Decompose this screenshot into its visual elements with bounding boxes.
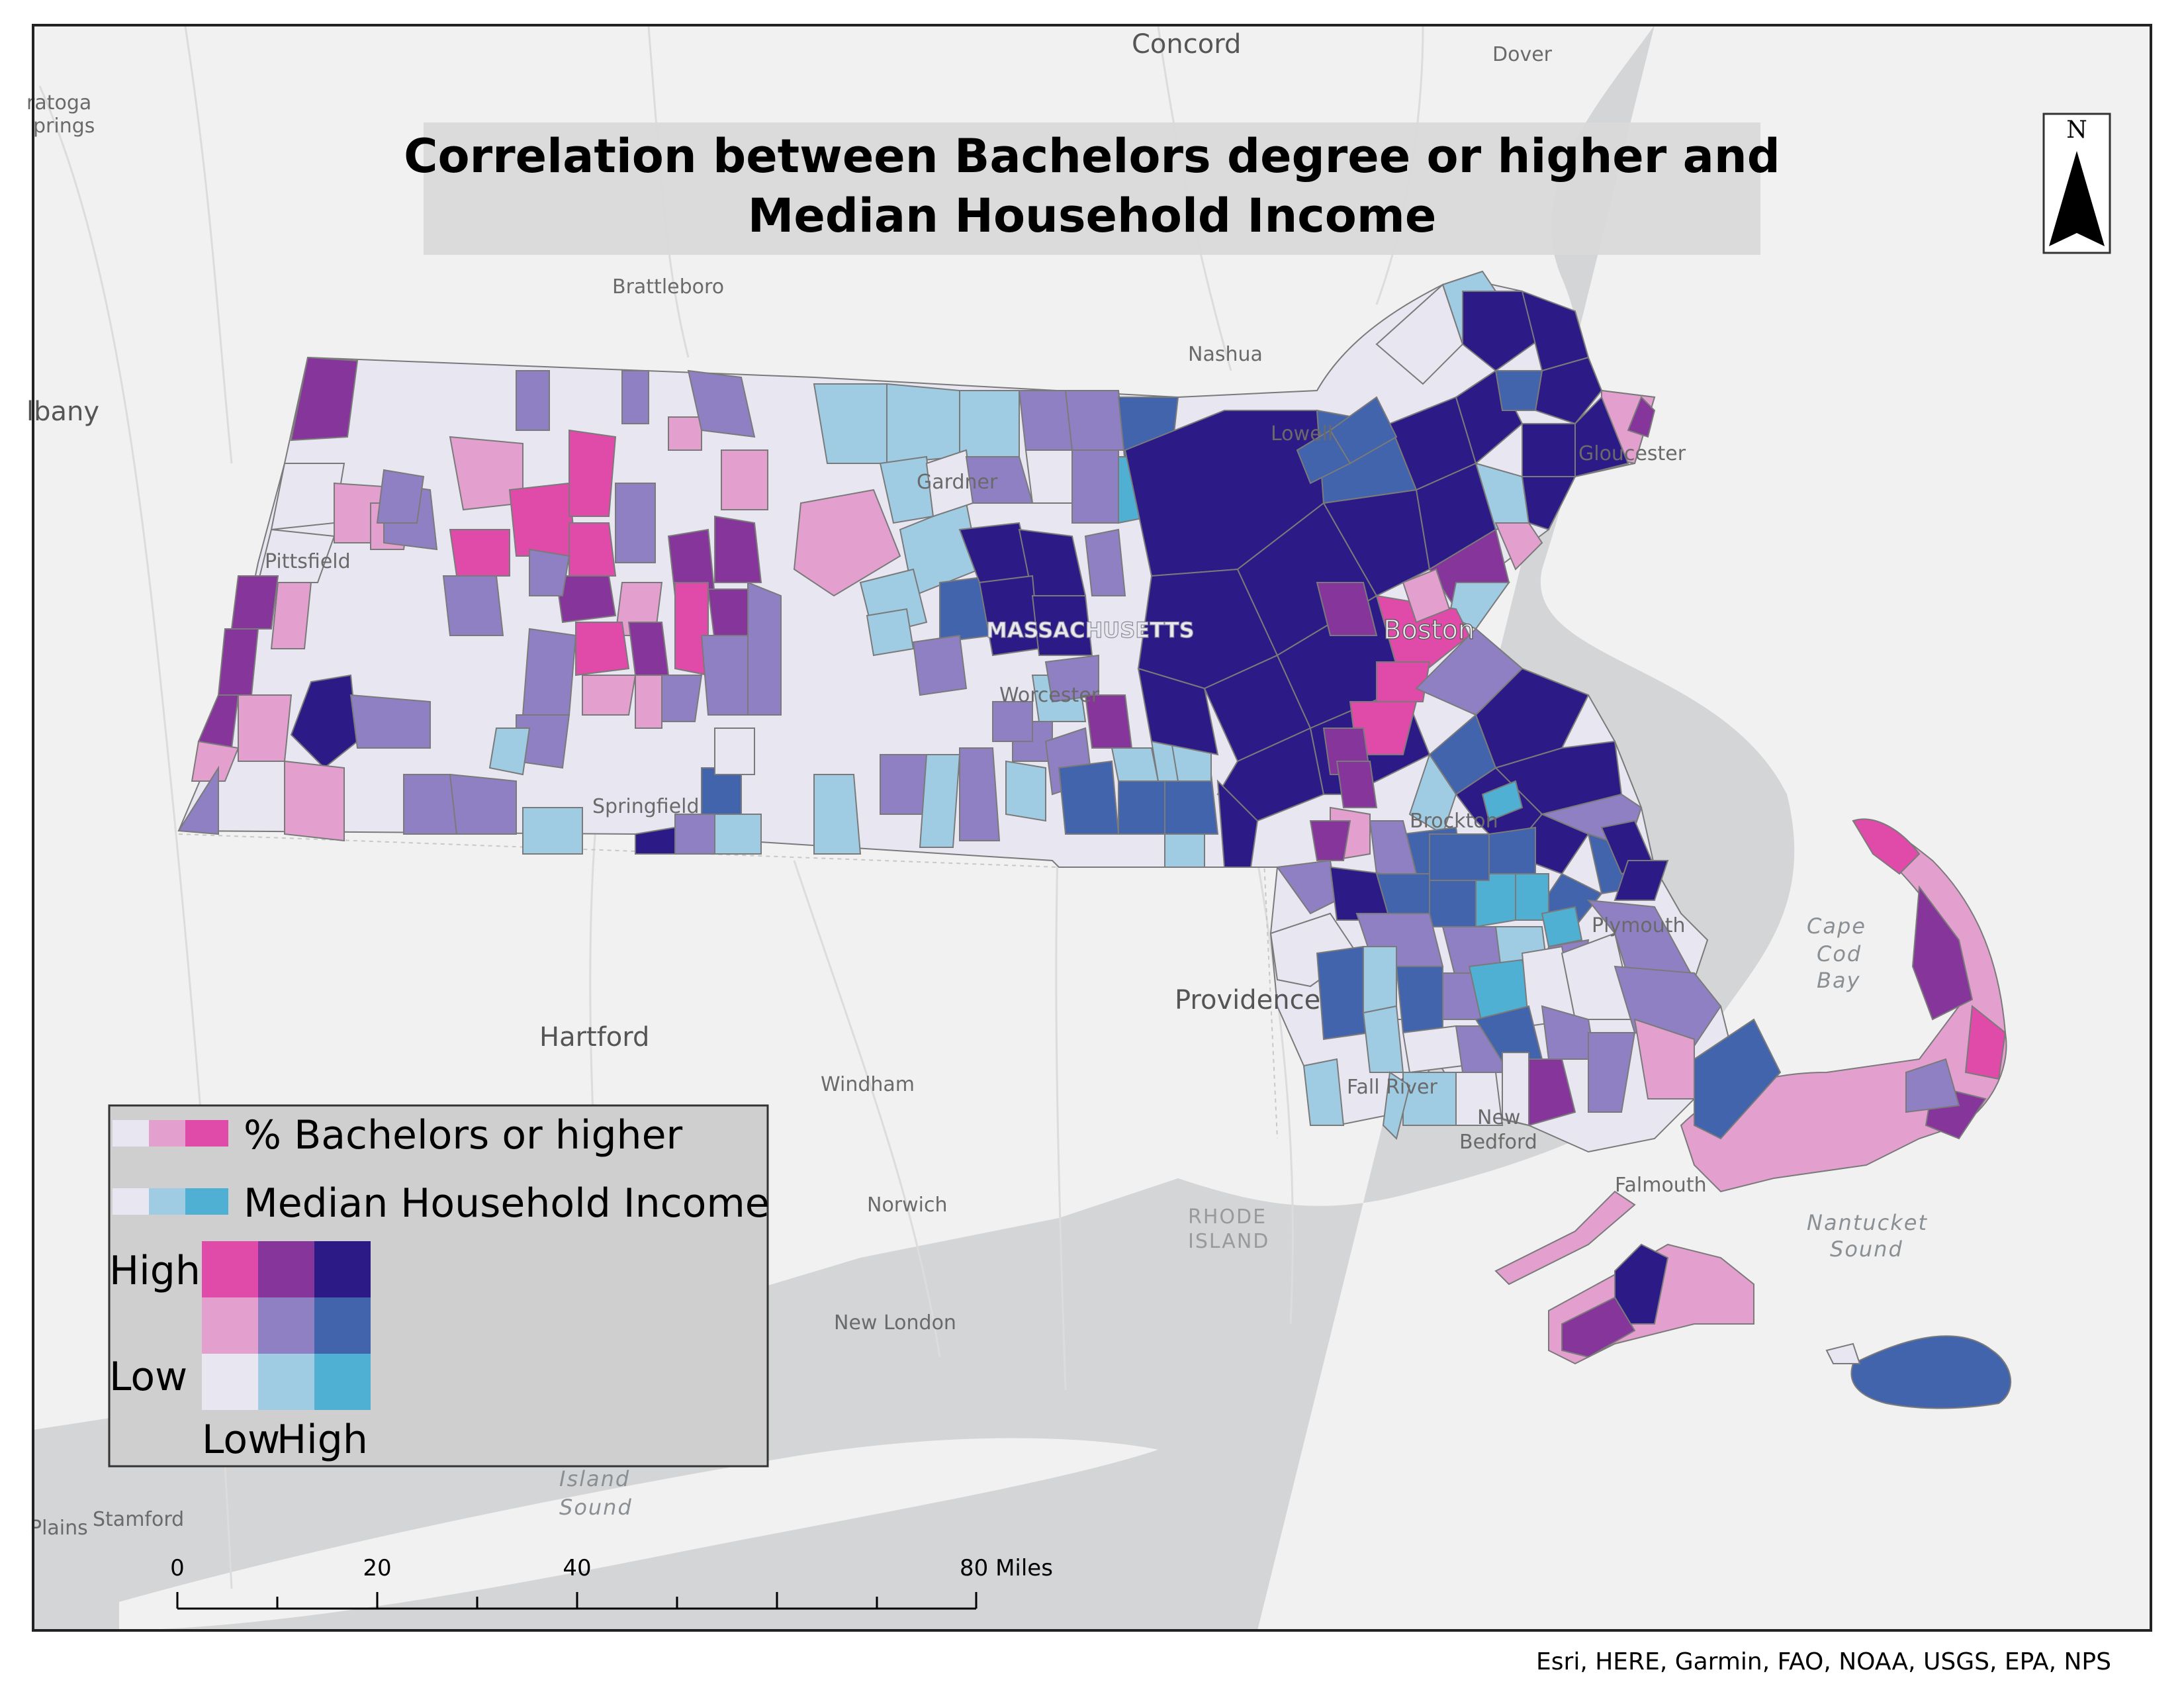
label-albany: lbany [26, 397, 99, 427]
label-plains: Plains [30, 1517, 88, 1540]
bivariate-grid [202, 1241, 371, 1410]
legend-low-x-label: Low [202, 1417, 280, 1463]
label-new: New [1477, 1106, 1520, 1129]
label-hartford: Hartford [539, 1022, 649, 1053]
label-windham: Windham [821, 1073, 915, 1096]
legend-income-label: Median Household Income [244, 1180, 770, 1227]
scale-tick-20: 20 [363, 1555, 391, 1581]
legend-income-swatch-mid [149, 1188, 185, 1215]
label-li-island: Island [559, 1466, 630, 1491]
label-bay: Bay [1817, 968, 1861, 993]
label-springfield: Springfield [592, 795, 700, 818]
label-cape: Cape [1807, 914, 1866, 939]
label-nantucket: Nantucket [1807, 1210, 1928, 1235]
label-falmouth: Falmouth [1615, 1174, 1707, 1197]
label-brockton: Brockton [1410, 810, 1498, 833]
place-labels: Concord Dover ratoga prings lbany Brattl… [26, 29, 1928, 1540]
scale-tick-40: 40 [563, 1555, 591, 1581]
label-lowell: Lowell [1271, 422, 1333, 445]
scale-tick-80: 80 Miles [960, 1555, 1053, 1581]
label-bedford: Bedford [1459, 1131, 1537, 1154]
label-pittsfield: Pittsfield [265, 550, 351, 573]
scale-tick-0: 0 [170, 1555, 185, 1581]
label-boston: Boston [1383, 615, 1475, 645]
label-fall-river: Fall River [1347, 1076, 1437, 1099]
legend-high-x-label: High [277, 1417, 368, 1463]
legend-bachelors-label: % Bachelors or higher [244, 1112, 682, 1158]
legend-income-swatch-high [185, 1188, 228, 1215]
label-norwich: Norwich [867, 1194, 948, 1217]
massachusetts-counties [177, 270, 2011, 1409]
label-brattleboro: Brattleboro [612, 275, 724, 299]
legend-bachelors-swatch-low [113, 1120, 149, 1147]
north-arrow: N [2042, 113, 2111, 254]
label-concord: Concord [1132, 29, 1241, 60]
label-island: ISLAND [1188, 1230, 1269, 1253]
label-rhode: RHODE [1188, 1205, 1267, 1229]
scale-bar: 0 20 40 80 Miles [170, 1555, 1053, 1610]
north-arrow-label: N [2066, 117, 2087, 144]
title-line-1: Correlation between Bachelors degree or … [404, 129, 1780, 183]
label-providence: Providence [1175, 985, 1320, 1015]
north-arrow-icon [2049, 151, 2105, 246]
map-border [32, 24, 2152, 1632]
legend-bachelors-swatch-high [185, 1120, 228, 1147]
label-nantucket-sound: Sound [1830, 1237, 1903, 1262]
label-massachusetts: MASSACHUSETTS [986, 618, 1195, 643]
label-new-london: New London [834, 1311, 956, 1335]
legend-income-swatch-low [113, 1188, 149, 1215]
label-saratoga: ratoga [26, 91, 91, 115]
label-gloucester: Gloucester [1578, 442, 1686, 465]
label-dover: Dover [1492, 43, 1553, 66]
legend-low-label: Low [109, 1354, 187, 1400]
label-nashua: Nashua [1188, 343, 1263, 366]
label-stamford: Stamford [93, 1508, 184, 1531]
label-cod: Cod [1817, 941, 1862, 966]
legend-bachelors-swatch-mid [149, 1120, 185, 1147]
label-gardner: Gardner [917, 471, 998, 494]
legend: % Bachelors or higher Median Household I… [108, 1104, 770, 1468]
label-springs: prings [33, 115, 95, 138]
title-line-2: Median Household Income [748, 189, 1437, 243]
label-worcester: Worcester [999, 684, 1100, 707]
map-title: Correlation between Bachelors degree or … [404, 122, 1780, 255]
legend-high-label: High [109, 1248, 201, 1294]
label-li-sound: Sound [559, 1495, 633, 1520]
attribution-credit: Esri, HERE, Garmin, FAO, NOAA, USGS, EPA… [1536, 1648, 2111, 1675]
label-plymouth: Plymouth [1592, 914, 1686, 937]
